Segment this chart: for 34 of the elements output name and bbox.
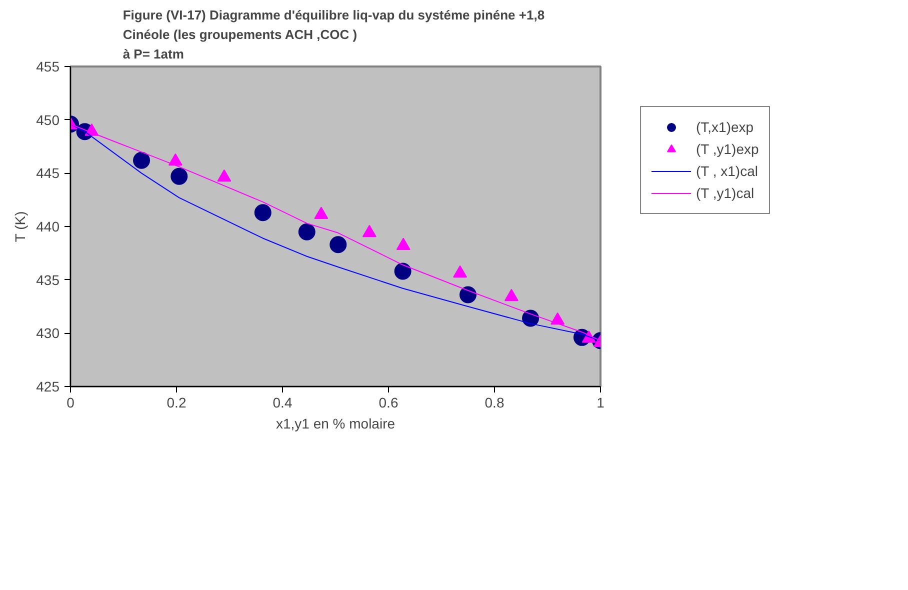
y-tick-label: 435: [36, 272, 60, 288]
point: [453, 265, 468, 278]
point: [460, 286, 476, 304]
x-tick-label: 0.4: [272, 394, 292, 410]
point: [504, 288, 518, 302]
point: [396, 238, 410, 250]
chart-title: Figure (VI-17) Diagramme d'équilibre liq-vap du systéme pinéne +1,8 Cinéole (les groupements ACH ,COC ) à P= 1atm: [122, 8, 545, 62]
x-tick-label: 0.8: [484, 394, 504, 410]
y-tick-label: 425: [36, 378, 60, 394]
x-tick-label: 0: [66, 394, 75, 410]
point: [133, 152, 150, 169]
y-tick-label: 440: [36, 218, 60, 234]
x-tick-label: 0.2: [166, 394, 186, 410]
point: [298, 223, 316, 240]
legend-label: (T,x1)exp: [696, 119, 754, 135]
x-axis-title: x1,y1 en % molaire: [276, 416, 396, 432]
y-axis-title: T (K): [12, 211, 28, 242]
point: [170, 168, 188, 185]
legend-label: (T ,y1)cal: [696, 185, 754, 201]
legend-label: (T ,y1)exp: [696, 141, 759, 157]
x-tick-label: 1: [596, 394, 605, 410]
point: [362, 224, 376, 238]
point: [330, 236, 347, 254]
point: [394, 262, 412, 280]
y-tick-label: 455: [36, 58, 60, 74]
point: [314, 206, 328, 220]
point: [217, 169, 232, 182]
y-tick-label: 445: [36, 165, 60, 182]
legend-label: (T , x1)cal: [696, 163, 758, 179]
y-tick-label: 430: [36, 325, 60, 342]
y-tick-label: 450: [36, 112, 60, 128]
point: [254, 204, 272, 222]
point: [168, 153, 182, 166]
x-tick-label: 0.6: [378, 394, 398, 410]
